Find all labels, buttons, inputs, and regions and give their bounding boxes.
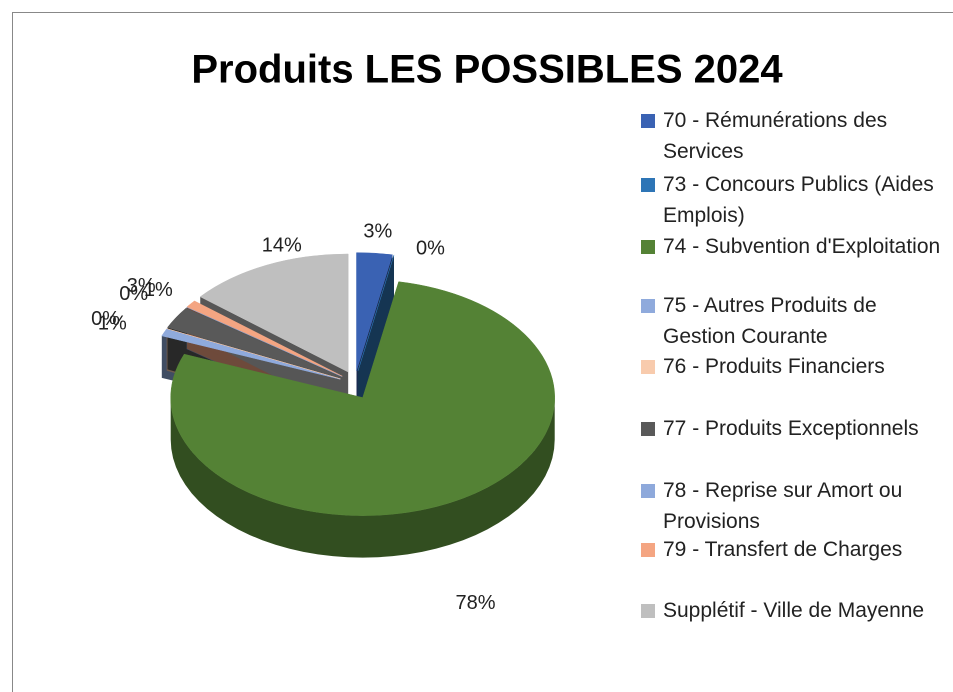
legend-item: 78 - Reprise sur Amort ou Provisions: [641, 475, 941, 537]
data-label: 14%: [262, 234, 302, 256]
legend-item: 76 - Produits Financiers: [641, 351, 941, 382]
legend-item: 75 - Autres Produits de Gestion Courante: [641, 290, 941, 352]
legend-item: 74 - Subvention d'Exploitation: [641, 231, 941, 262]
slice-side: [170, 397, 555, 558]
legend-swatch: [641, 299, 655, 313]
legend-label: 73 - Concours Publics (Aides Emplois): [663, 173, 934, 227]
slice: [170, 281, 555, 516]
legend-label: 76 - Produits Financiers: [663, 355, 885, 378]
legend-swatch: [641, 422, 655, 436]
legend-label: 75 - Autres Produits de Gestion Courante: [663, 294, 877, 348]
legend-swatch: [641, 178, 655, 192]
slice: [199, 253, 349, 373]
legend-swatch: [641, 114, 655, 128]
data-label: 1%: [144, 279, 173, 301]
data-label: 78%: [456, 592, 496, 614]
data-label: 3%: [363, 220, 392, 242]
data-label: 0%: [416, 237, 445, 259]
slice: [166, 328, 341, 380]
slice-edge: [357, 254, 394, 413]
slice: [161, 328, 341, 380]
legend-item: 70 - Rémunérations des Services: [641, 105, 941, 167]
legend-label: 74 - Subvention d'Exploitation: [663, 235, 941, 258]
legend-item: 73 - Concours Publics (Aides Emplois): [641, 169, 941, 231]
data-label: 0%: [119, 283, 148, 305]
data-label: 0%: [91, 308, 120, 330]
legend-label: 77 - Produits Exceptionnels: [663, 417, 919, 440]
legend-swatch: [641, 240, 655, 254]
legend-swatch: [641, 543, 655, 557]
legend-label: 70 - Rémunérations des Services: [663, 109, 888, 163]
legend-item: Supplétif - Ville de Mayenne: [641, 595, 941, 626]
data-label: 1%: [98, 312, 127, 334]
legend-label: 79 - Transfert de Charges: [663, 538, 903, 561]
legend-item: 79 - Transfert de Charges: [641, 534, 941, 565]
legend-label: Supplétif - Ville de Mayenne: [663, 599, 925, 622]
slice: [356, 252, 393, 371]
legend-swatch: [641, 604, 655, 618]
data-label: 3%: [127, 275, 156, 297]
legend-swatch: [641, 360, 655, 374]
legend-label: 78 - Reprise sur Amort ou Provisions: [663, 479, 903, 533]
legend-swatch: [641, 484, 655, 498]
slice-tops: [161, 252, 555, 516]
frame: [12, 12, 953, 692]
chart-title: Produits LES POSSIBLES 2024: [191, 48, 783, 92]
slice: [186, 300, 343, 377]
slice: [167, 308, 342, 378]
legend-item: 77 - Produits Exceptionnels: [641, 413, 941, 444]
